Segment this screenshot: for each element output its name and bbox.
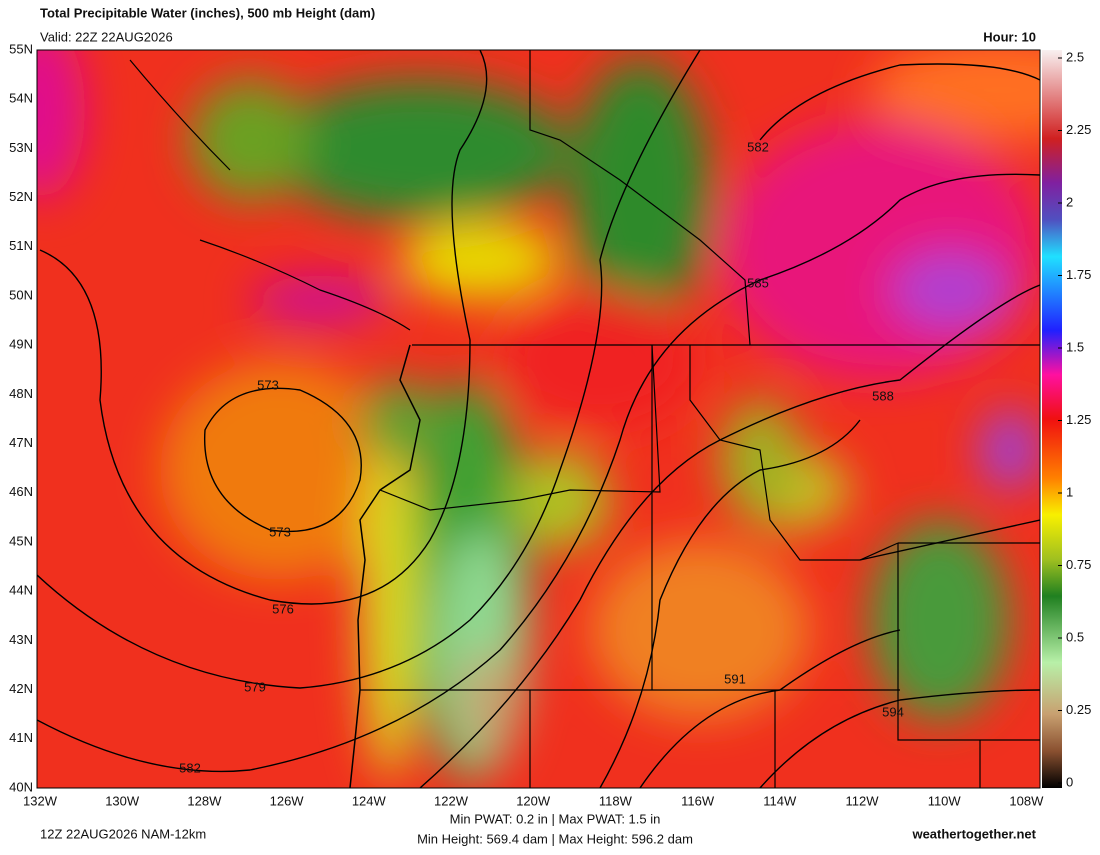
colorbar-label: 2 [1066,194,1073,209]
map-field: 573 573 576 579 582 582 585 588 591 594 [37,50,1040,788]
pwat-area [460,650,510,750]
pwat-area [720,120,1040,380]
lat-label: 40N [9,779,33,794]
pwat-area [870,50,1040,140]
contour-label: 576 [272,601,294,616]
colorbar-label: 1.25 [1066,412,1091,427]
pwat-range: Min PWAT: 0.2 in | Max PWAT: 1.5 in [450,811,661,826]
colorbar-label: 1 [1066,484,1073,499]
pwat-area [890,250,1010,330]
lat-label: 52N [9,189,33,204]
colorbar [1042,50,1062,788]
lon-label: 108W [1009,793,1044,808]
contour-label: 594 [882,704,904,719]
site-brand: weathertogether.net [911,826,1036,841]
colorbar-label: 2.5 [1066,49,1084,64]
lon-label: 116W [681,793,715,808]
lon-label: 126W [270,793,305,808]
lat-label: 49N [9,337,33,352]
colorbar-label: 2.25 [1066,122,1091,137]
colorbar-label: 1.5 [1066,339,1084,354]
lon-label: 124W [352,793,387,808]
lat-label: 51N [9,238,33,253]
valid-time: Valid: 22Z 22AUG2026 [40,29,173,44]
height-range: Min Height: 569.4 dam | Max Height: 596.… [417,831,693,846]
pwat-area [250,275,390,325]
lon-label: 118W [599,793,633,808]
contour-label: 582 [179,760,201,775]
map-frame [36,49,1041,789]
contour-label: 582 [747,139,769,154]
lat-label: 43N [9,632,33,647]
pwat-area [570,60,710,320]
colorbar-label: 0 [1066,774,1073,789]
forecast-hour: Hour: 10 [983,29,1036,44]
lat-label: 47N [9,435,33,450]
lon-label: 120W [516,793,551,808]
lon-label: 128W [187,793,222,808]
lat-label: 42N [9,681,33,696]
pwat-area [360,420,420,780]
pwat-area [720,400,800,520]
contour-label: 573 [257,377,279,392]
pwat-area [190,80,310,200]
contour-label: 573 [269,524,291,539]
colorbar-label: 0.5 [1066,629,1084,644]
pwat-area [980,410,1040,490]
contour-label: 588 [872,388,894,403]
lon-label: 110W [928,793,962,808]
pwat-area [400,220,560,300]
lat-label: 50N [9,287,33,302]
contour-label: 585 [747,275,769,290]
title: Total Precipitable Water (inches), 500 m… [40,5,375,20]
contour-label: 591 [724,671,746,686]
lon-label: 114W [763,793,797,808]
pwat-area [360,380,440,460]
lon-label: 130W [105,793,140,808]
lat-label: 44N [9,583,33,598]
lat-label: 48N [9,386,33,401]
colorbar-label: 1.75 [1066,267,1091,282]
lat-label: 55N [9,41,33,56]
pwat-area [500,290,700,430]
run-info: 12Z 22AUG2026 NAM-12km [40,826,206,841]
pwat-area [37,50,85,200]
lat-label: 45N [9,533,33,548]
pwat-area [590,540,810,720]
lon-label: 112W [846,793,880,808]
contour-label: 579 [244,679,266,694]
colorbar-label: 0.75 [1066,557,1091,572]
colorbar-label: 0.25 [1066,702,1091,717]
lon-label: 122W [434,793,469,808]
lon-label: 132W [23,793,58,808]
lat-label: 53N [9,140,33,155]
pwat-area [870,520,1010,720]
lat-label: 46N [9,484,33,499]
lat-label: 41N [9,730,33,745]
pwat-area [510,450,610,550]
pwat-area [270,80,570,220]
lat-label: 54N [9,91,33,106]
